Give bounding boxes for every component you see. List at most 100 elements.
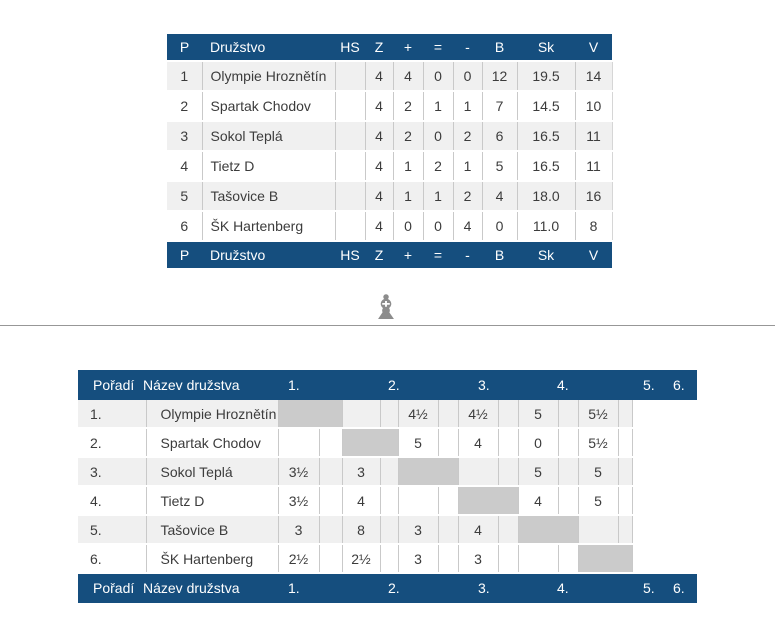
result-cell: 5: [518, 457, 559, 487]
standings-footer-cell: Družstvo: [202, 241, 335, 268]
spacer-cell: [319, 457, 343, 487]
rank-cell: 1.: [78, 400, 147, 429]
stat-cell: 8: [575, 211, 613, 242]
result-cell: 0: [518, 428, 559, 458]
team-cell: Olympie Hroznětín: [202, 61, 336, 92]
rank-cell: 2: [167, 91, 203, 122]
spacer-cell: [498, 544, 519, 574]
table-row: 1 Olympie Hroznětín 4 4 0 0 12 19.5 14: [167, 61, 613, 92]
spacer-cell: [438, 428, 459, 458]
stat-cell: 0: [423, 211, 454, 242]
crosstable-round-label: 2.: [388, 377, 400, 393]
stat-cell: 19.5: [517, 61, 576, 92]
result-cell: 2½: [342, 544, 381, 574]
spacer-cell: [380, 486, 399, 516]
stat-cell: 16: [575, 181, 613, 212]
result-cell: 2½: [278, 544, 320, 574]
result-cell: 3: [398, 544, 439, 574]
team-cell: Tietz D: [146, 486, 279, 516]
result-cell: [342, 400, 381, 429]
result-cell: 4: [518, 486, 559, 516]
stat-cell: [335, 61, 366, 92]
spacer-cell: [618, 400, 633, 429]
spacer-cell: [438, 515, 459, 545]
spacer-cell: [558, 400, 579, 429]
stat-cell: 18.0: [517, 181, 576, 212]
standings-header-cell: =: [423, 34, 453, 62]
crosstable-rank-header: Pořadí: [93, 580, 135, 596]
stat-cell: [335, 211, 366, 242]
rank-cell: 5: [167, 181, 203, 212]
spacer-cell: [498, 400, 519, 429]
spacer-cell: [498, 457, 519, 487]
stat-cell: 11.0: [517, 211, 576, 242]
table-row: 3 Sokol Teplá 4 2 0 2 6 16.5 11: [167, 121, 613, 152]
standings-header-cell: B: [482, 34, 517, 62]
result-cell: [398, 486, 439, 516]
diagonal-cell: [518, 515, 559, 545]
team-cell: ŠK Hartenberg: [146, 544, 279, 574]
standings-header-cell: P: [167, 34, 202, 62]
rank-cell: 3.: [78, 457, 147, 487]
result-cell: 5½: [578, 400, 619, 429]
crosstable-round-label: 4.: [557, 377, 569, 393]
crosstable-body: 1. Olympie Hroznětín 4½ 4½ 5 5½ 2. Spartak Chod…: [78, 400, 633, 574]
standings-header-row: P Družstvo HS Z + = - B Sk V: [167, 34, 612, 62]
spacer-cell: [380, 544, 399, 574]
crosstable-round-label: 5.: [643, 580, 655, 596]
divider-line: [0, 325, 775, 326]
crosstable-team-header: Název družstva: [143, 377, 240, 393]
result-cell: 5: [578, 457, 619, 487]
spacer-cell: [558, 486, 579, 516]
result-cell: 5: [518, 400, 559, 429]
rank-cell: 4: [167, 151, 203, 182]
rank-cell: 2.: [78, 428, 147, 458]
crosstable-el: 1. Olympie Hroznětín 4½ 4½ 5 5½ 2. Spartak Chod…: [78, 400, 633, 574]
diagonal-cell: [278, 400, 320, 429]
stat-cell: 2: [453, 121, 483, 152]
result-cell: 5: [398, 428, 439, 458]
standings-footer-cell: =: [423, 241, 453, 268]
team-cell: Sokol Teplá: [202, 121, 336, 152]
result-cell: 4: [342, 486, 381, 516]
stat-cell: 1: [453, 151, 483, 182]
stat-cell: 1: [453, 91, 483, 122]
table-row: 4. Tietz D 3½ 4 4 5: [78, 486, 633, 516]
result-cell: 5: [578, 486, 619, 516]
diagonal-cell: [498, 486, 519, 516]
diagonal-cell: [398, 457, 439, 487]
crosstable-round-label: 1.: [288, 580, 300, 596]
spacer-cell: [319, 544, 343, 574]
stat-cell: 11: [575, 121, 613, 152]
table-row: 3. Sokol Teplá 3½ 3 5 5: [78, 457, 633, 487]
rank-cell: 4.: [78, 486, 147, 516]
standings-foot: P Družstvo HS Z + = - B Sk V: [167, 241, 612, 268]
standings-header-cell: Družstvo: [202, 34, 335, 62]
table-row: 1. Olympie Hroznětín 4½ 4½ 5 5½: [78, 400, 633, 429]
rank-cell: 1: [167, 61, 203, 92]
stat-cell: [335, 121, 366, 152]
standings-body: 1 Olympie Hroznětín 4 4 0 0 12 19.5 14 2 Spartak C…: [167, 61, 613, 242]
stat-cell: 0: [423, 121, 454, 152]
rank-cell: 5.: [78, 515, 147, 545]
crosstable-round-label: 3.: [478, 580, 490, 596]
result-cell: [518, 544, 559, 574]
stat-cell: 4: [393, 61, 424, 92]
cross-table: Pořadí Název družstva 1. 2. 3. 4. 5. 6. 1. Olymp…: [78, 370, 697, 603]
stat-cell: 10: [575, 91, 613, 122]
stat-cell: 16.5: [517, 151, 576, 182]
stat-cell: 14.5: [517, 91, 576, 122]
table-row: 5 Tašovice B 4 1 1 2 4 18.0 16: [167, 181, 613, 212]
standings-table: P Družstvo HS Z + = - B Sk V 1 Olympie Hroznětín 4 4 0…: [167, 34, 613, 268]
table-row: 2 Spartak Chodov 4 2 1 1 7 14.5 10: [167, 91, 613, 122]
stat-cell: 2: [423, 151, 454, 182]
spacer-cell: [498, 428, 519, 458]
rank-cell: 3: [167, 121, 203, 152]
stat-cell: 0: [393, 211, 424, 242]
stat-cell: 4: [365, 91, 394, 122]
crosstable-round-label: 6.: [673, 377, 685, 393]
crosstable-rank-header: Pořadí: [93, 377, 135, 393]
standings-footer-cell: +: [393, 241, 423, 268]
spacer-cell: [618, 428, 633, 458]
stat-cell: 0: [453, 61, 483, 92]
